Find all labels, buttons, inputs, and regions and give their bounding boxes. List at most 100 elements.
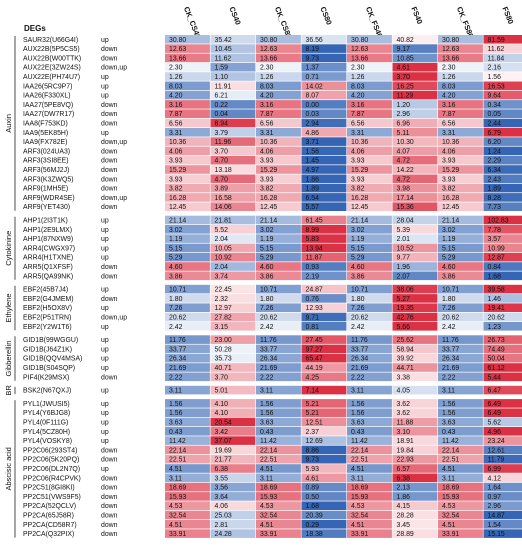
gene-label: PYL4(5CZ80H) — [23, 429, 70, 436]
heatmap-cell — [392, 427, 438, 436]
cell-value: 8.94 — [215, 121, 229, 128]
heatmap-cell — [165, 303, 210, 312]
cell-value: 3.31 — [260, 130, 274, 137]
cell-value: 3.11 — [260, 475, 273, 482]
heatmap-cell — [483, 262, 522, 271]
cell-value: 3.16 — [351, 102, 365, 109]
gene-label: PYL4(VOSKY8) — [23, 438, 72, 445]
heatmap-cell — [392, 492, 438, 501]
heatmap-cell — [483, 165, 522, 174]
cell-value: 6.56 — [260, 121, 274, 128]
heatmap-cell — [483, 417, 522, 427]
heatmap-cell — [347, 335, 392, 344]
gene-label: IAA26(5RC9P7) — [23, 83, 72, 90]
cell-value: 1.68 — [306, 503, 320, 510]
heatmap-cell — [301, 252, 347, 262]
heatmap-cell — [301, 174, 347, 184]
heatmap-cell — [301, 193, 347, 202]
heatmap-cell — [256, 445, 301, 455]
heatmap-cell — [438, 385, 483, 395]
heatmap-cell — [210, 100, 256, 109]
column-header: CK_CS80 — [273, 5, 294, 40]
cell-value: 26.73 — [488, 337, 505, 344]
cell-value: 28.04 — [397, 218, 414, 225]
cell-value: 102.83 — [488, 218, 509, 225]
heatmap-cell — [347, 473, 392, 483]
cell-value: 15.93 — [442, 494, 459, 501]
cell-value: 11.29 — [397, 93, 414, 100]
heatmap-cell — [165, 243, 210, 253]
heatmap-cell — [256, 100, 301, 109]
cell-value: 1.45 — [306, 158, 320, 165]
cell-value: 11.62 — [488, 46, 505, 53]
heatmap-cell — [301, 436, 347, 445]
cell-value: 3.63 — [169, 420, 183, 427]
heatmap-cell — [210, 146, 256, 156]
regulation-label: down — [101, 503, 118, 510]
cell-value: 18.69 — [442, 485, 459, 492]
cell-value: 12.87 — [488, 255, 505, 262]
heatmap-cell — [301, 53, 347, 63]
heatmap-cell — [256, 344, 301, 354]
cell-value: 4.96 — [488, 429, 502, 436]
cell-value: 3.02 — [169, 227, 183, 234]
heatmap-cell — [256, 473, 301, 483]
heatmap-cell — [483, 344, 522, 354]
cell-value: 3.62 — [397, 401, 411, 408]
cell-value: 5.27 — [397, 296, 411, 303]
group-label: Cytokinine — [4, 231, 13, 266]
heatmap-cell — [347, 372, 392, 382]
heatmap-cell — [301, 294, 347, 303]
regulation-label: down — [101, 102, 118, 109]
cell-value: 18.91 — [397, 438, 414, 445]
cell-value: 20.62 — [351, 315, 368, 322]
cell-value: 14.22 — [397, 167, 414, 174]
cell-value: 10.99 — [488, 245, 505, 252]
cell-value: 33.77 — [169, 346, 186, 353]
cell-value: 4.25 — [306, 374, 320, 381]
heatmap-cell — [347, 165, 392, 174]
heatmap-cell — [483, 454, 522, 464]
cell-value: 0.43 — [351, 429, 365, 436]
cell-value: 2.22 — [169, 374, 183, 381]
heatmap-cell — [438, 155, 483, 165]
cell-value: 3.93 — [351, 176, 365, 183]
heatmap-cell — [301, 109, 347, 118]
heatmap-cell — [392, 262, 438, 271]
cell-value: 4.51 — [169, 466, 183, 473]
cell-value: 2.30 — [260, 65, 274, 72]
heatmap-cell — [438, 473, 483, 483]
heatmap-cell — [483, 399, 522, 408]
cell-value: 21.77 — [215, 457, 232, 464]
cell-value: 5.52 — [215, 227, 229, 234]
cell-value: 0.22 — [215, 102, 229, 109]
heatmap-cell — [347, 193, 392, 202]
regulation-label: down,up — [101, 315, 127, 322]
cell-value: 7.26 — [442, 305, 456, 312]
heatmap-cell — [483, 81, 522, 91]
cell-value: 6.54 — [306, 195, 320, 202]
heatmap-cell — [438, 294, 483, 303]
cell-value: 15.29 — [351, 167, 368, 174]
cell-value: 4.15 — [397, 503, 411, 510]
heatmap-cell — [256, 225, 301, 234]
cell-value: 1.89 — [306, 186, 320, 193]
cell-value: 19.69 — [215, 447, 232, 454]
heatmap-cell — [392, 363, 438, 372]
regulation-label: down — [101, 46, 118, 53]
cell-value: 9.77 — [397, 255, 411, 262]
cell-value: 3.56 — [215, 485, 229, 492]
cell-value: 4.06 — [215, 503, 229, 510]
regulation-label: down — [101, 167, 118, 174]
cell-value: 3.93 — [260, 176, 274, 183]
cell-value: 10.05 — [215, 245, 232, 252]
heatmap-cell — [347, 118, 392, 128]
heatmap-cell — [210, 322, 256, 331]
gene-label: AUX22E(PH74U7) — [23, 74, 80, 81]
gene-label: ARF3(K3ZWQ5) — [23, 176, 74, 183]
gene-label: AUX22B(W00TTK) — [23, 55, 81, 62]
heatmap-cell — [438, 303, 483, 312]
heatmap-cell — [210, 44, 256, 53]
heatmap-cell — [256, 303, 301, 312]
heatmap-cell — [301, 303, 347, 312]
